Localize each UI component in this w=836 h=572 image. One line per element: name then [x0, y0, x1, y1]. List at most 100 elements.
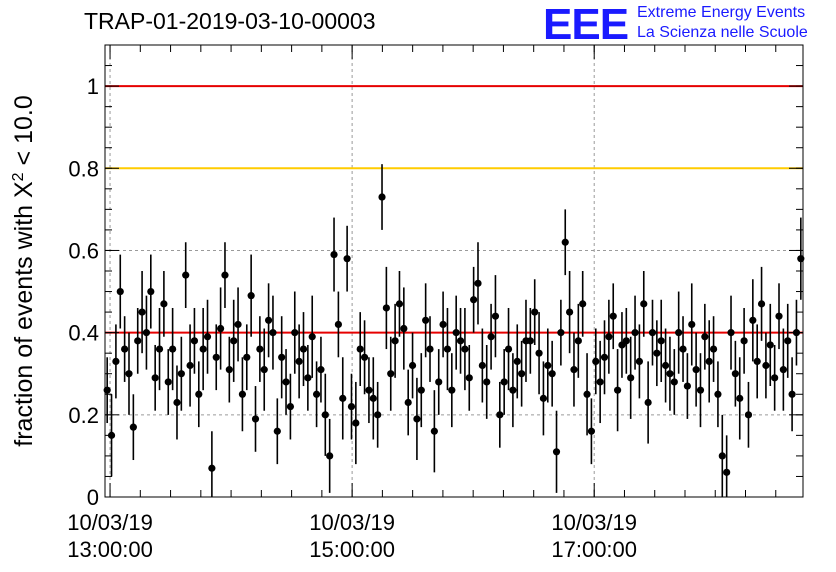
y-tick-label: 1: [87, 74, 99, 99]
data-point: [278, 353, 286, 361]
data-marks: [103, 164, 805, 497]
data-point: [648, 329, 657, 337]
data-point: [395, 300, 404, 308]
data-point: [443, 345, 452, 353]
data-point: [121, 345, 129, 353]
data-point: [635, 357, 644, 365]
y-axis-label-superscript: 2: [10, 172, 27, 181]
data-point: [518, 370, 526, 378]
data-point: [653, 349, 661, 357]
data-point: [347, 403, 356, 411]
y-tick-label: 0.2: [68, 403, 99, 428]
data-point: [709, 345, 718, 353]
data-point: [766, 341, 774, 349]
data-point: [757, 300, 766, 308]
data-point: [544, 361, 552, 370]
data-point: [561, 238, 569, 246]
data-point: [343, 255, 351, 263]
data-point: [723, 468, 731, 476]
data-point: [352, 419, 360, 427]
data-point: [225, 366, 233, 374]
data-point: [775, 312, 783, 320]
data-point: [360, 353, 369, 361]
data-point: [391, 337, 399, 345]
data-point: [169, 345, 177, 353]
grid-lines: [105, 45, 803, 497]
data-point: [234, 320, 242, 329]
data-point: [679, 345, 687, 353]
data-point: [269, 329, 277, 337]
data-point: [116, 287, 124, 296]
data-point: [657, 337, 665, 345]
data-point: [374, 411, 382, 419]
data-point: [452, 329, 460, 337]
data-point: [718, 452, 726, 460]
plot-frame: [104, 44, 804, 498]
data-point: [470, 296, 478, 304]
data-point: [592, 357, 600, 365]
data-point: [356, 345, 364, 353]
data-point: [744, 411, 753, 419]
data-point: [456, 337, 465, 345]
data-point: [487, 333, 495, 341]
data-point: [784, 337, 792, 345]
data-point: [260, 366, 268, 374]
data-point: [609, 312, 617, 320]
data-point: [500, 378, 508, 386]
data-point: [251, 415, 260, 423]
data-point: [579, 300, 587, 308]
eee-logo: EEE: [543, 0, 629, 49]
data-point: [627, 374, 635, 382]
data-point: [422, 316, 430, 324]
data-point: [151, 374, 159, 382]
chart-title: TRAP-01-2019-03-10-00003: [84, 8, 376, 34]
data-point: [631, 329, 639, 337]
data-point: [382, 304, 390, 312]
data-point: [587, 427, 596, 435]
data-point: [378, 193, 386, 201]
data-point: [504, 345, 513, 353]
data-point: [212, 353, 220, 361]
data-point: [622, 337, 630, 345]
data-point: [788, 390, 796, 398]
data-point: [182, 271, 190, 279]
logo-subtitle-line-2: La Scienza nelle Scuole: [637, 24, 808, 41]
data-point: [295, 357, 303, 365]
data-point: [195, 390, 203, 398]
data-point: [705, 357, 713, 365]
data-point: [574, 337, 582, 345]
data-point: [273, 427, 281, 435]
data-point: [400, 324, 408, 333]
y-tick-label: 0: [87, 485, 99, 510]
data-point: [112, 357, 120, 365]
data-point: [129, 423, 137, 431]
data-point: [526, 337, 534, 345]
data-point: [552, 448, 561, 456]
data-point: [779, 366, 787, 374]
data-point: [692, 366, 700, 374]
x-tick-date-label: 10/03/19: [551, 510, 637, 535]
data-point: [661, 361, 670, 370]
data-point: [491, 312, 500, 320]
data-point: [256, 345, 264, 353]
data-point: [714, 390, 722, 398]
data-point: [317, 366, 325, 374]
data-point: [688, 320, 696, 329]
data-point: [160, 300, 168, 308]
data-point: [238, 390, 247, 398]
data-point: [675, 329, 683, 337]
data-point: [605, 333, 613, 341]
data-point: [548, 370, 556, 378]
data-point: [731, 370, 739, 378]
data-point: [339, 394, 347, 402]
data-point: [570, 366, 578, 374]
data-point: [727, 329, 735, 337]
data-point: [282, 378, 290, 386]
data-point: [435, 378, 443, 386]
data-point: [203, 333, 212, 341]
data-point: [330, 250, 338, 259]
y-axis-label: fraction of events with X2 < 10.0: [10, 95, 38, 446]
data-point: [474, 279, 482, 287]
data-point: [147, 287, 155, 296]
